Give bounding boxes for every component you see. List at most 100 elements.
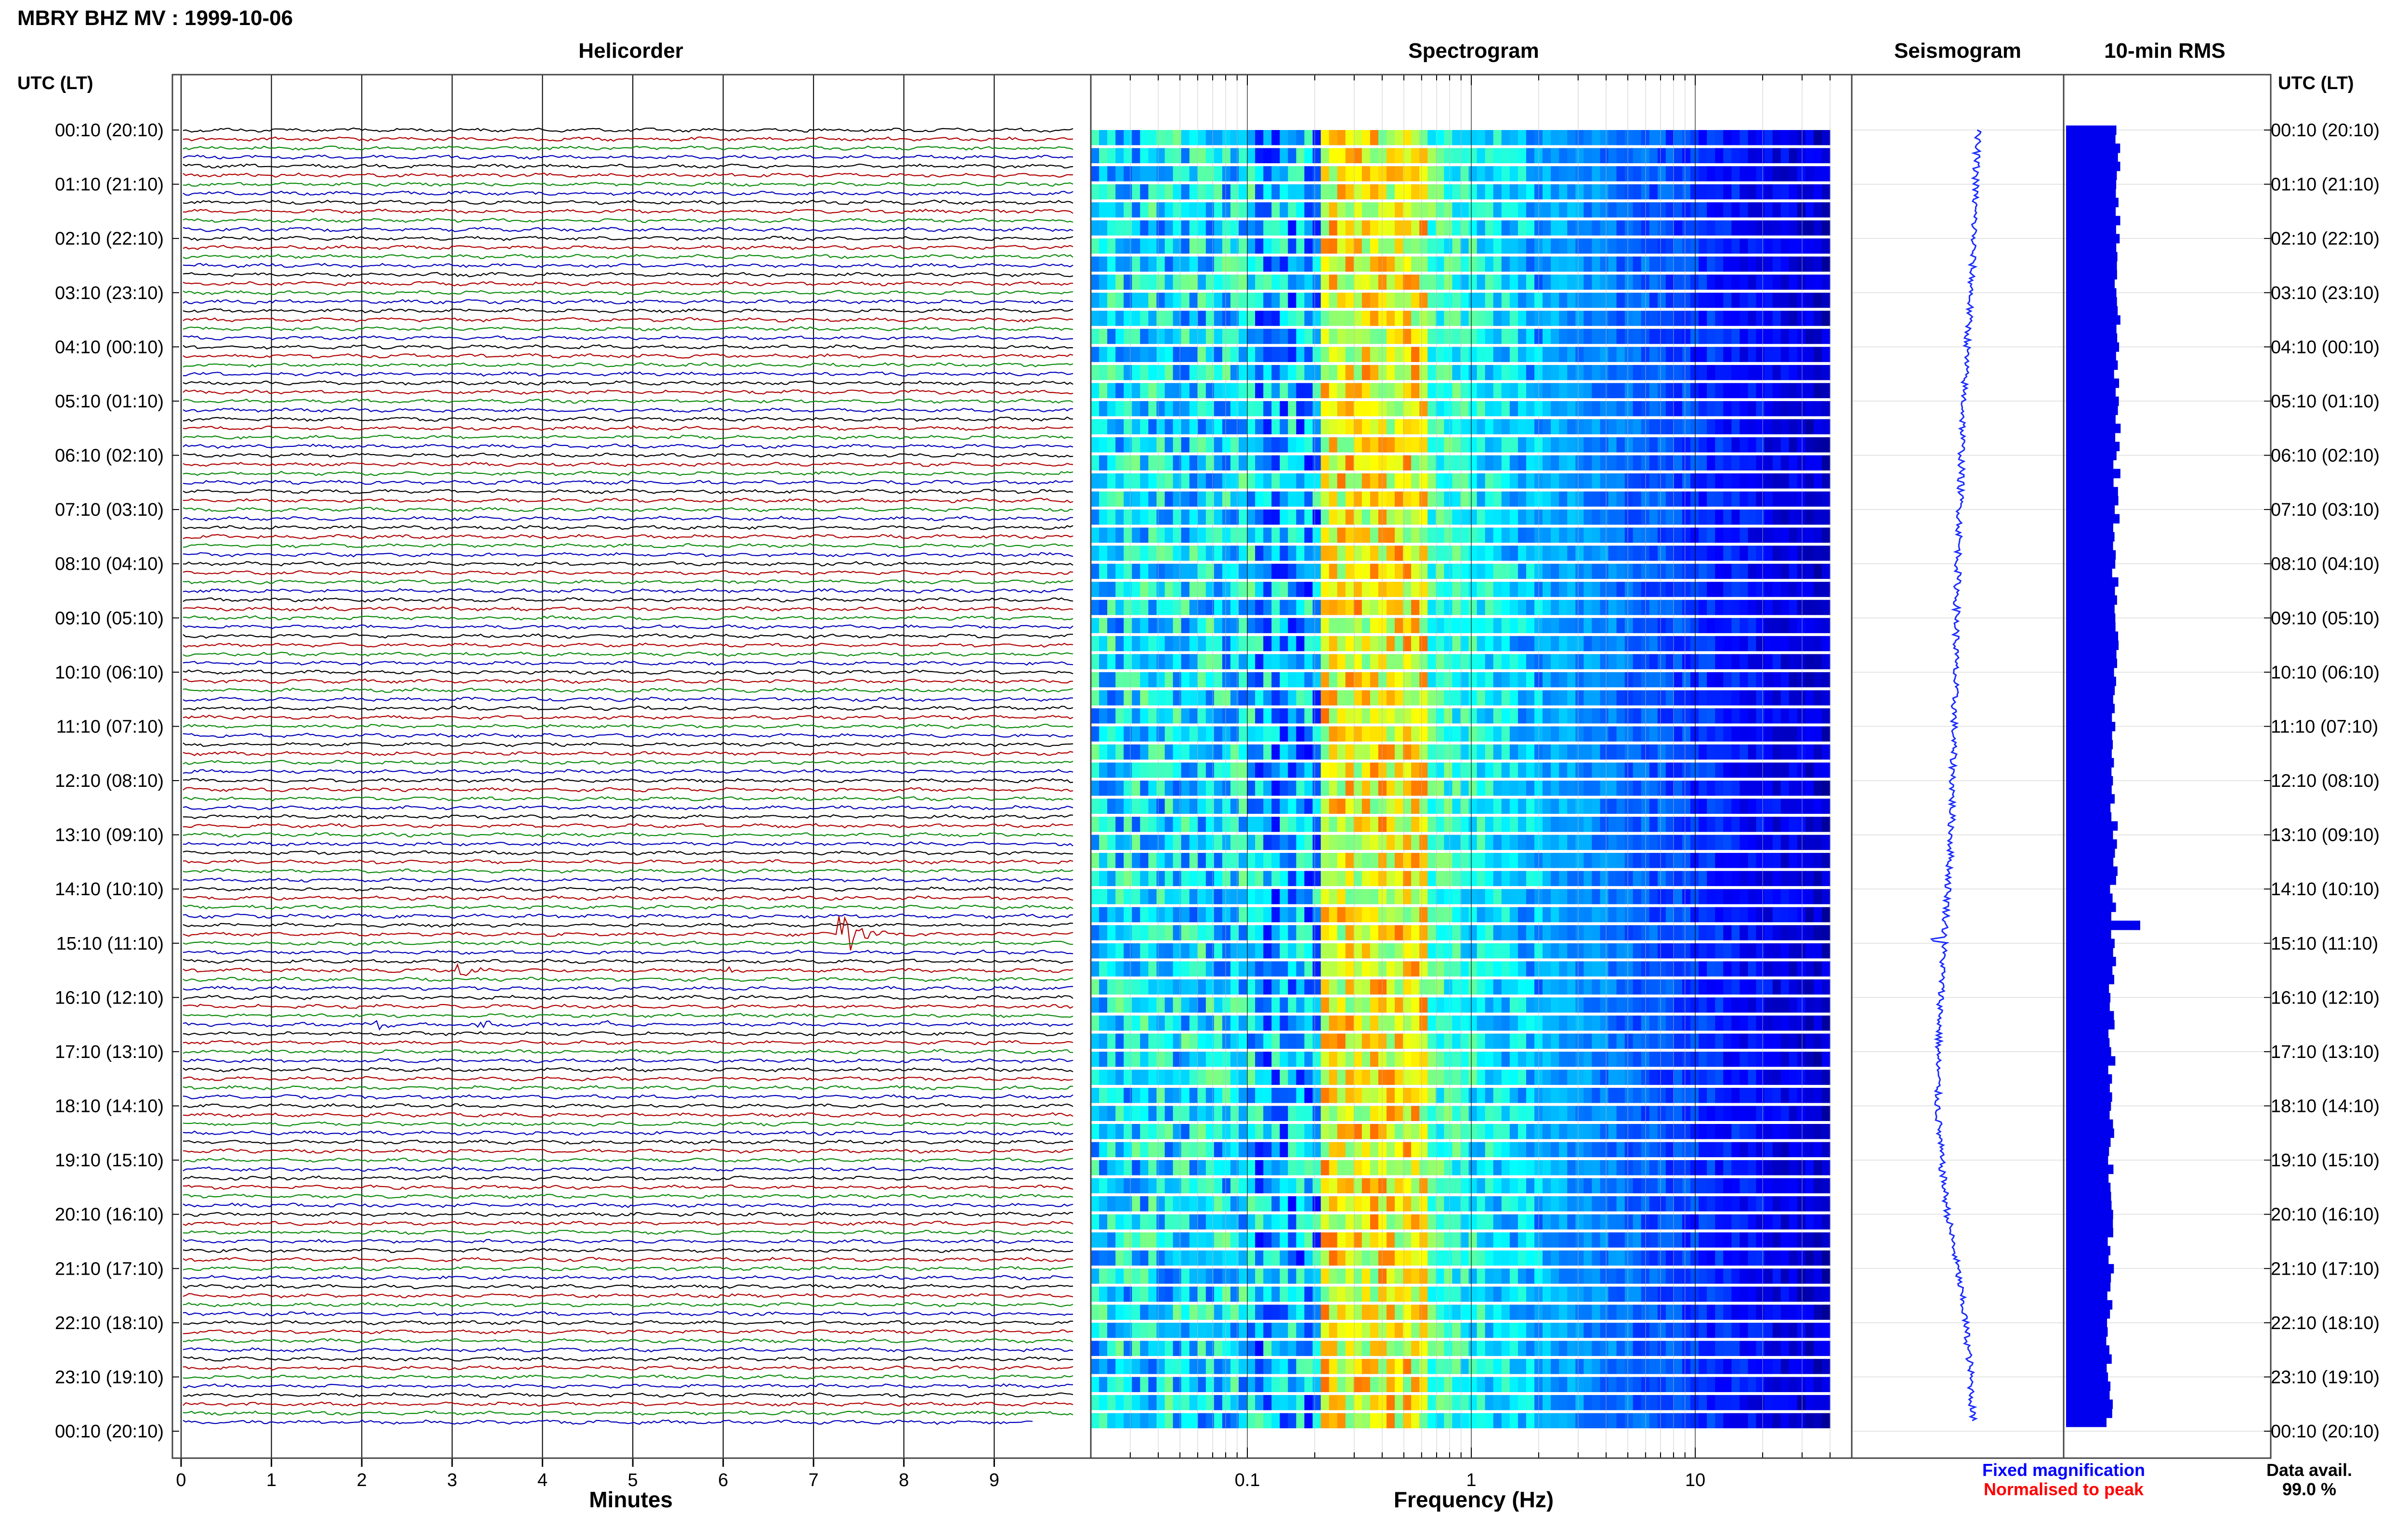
spectrogram-cell xyxy=(1346,961,1354,977)
spectrogram-cell xyxy=(1124,690,1132,705)
spectrogram-cell xyxy=(1600,835,1609,850)
spectrogram-cell xyxy=(1263,238,1272,254)
spectrogram-cell xyxy=(1699,184,1707,200)
spectrogram-cell xyxy=(1222,1070,1231,1085)
spectrogram-cell xyxy=(1551,817,1559,832)
spectrogram-cell xyxy=(1690,708,1699,724)
spectrogram-cell xyxy=(1214,202,1223,218)
spectrogram-cell xyxy=(1165,473,1174,489)
helicorder-trace xyxy=(183,164,1073,169)
spectrogram-cell xyxy=(1806,1033,1814,1049)
spectrogram-cell xyxy=(1206,708,1215,724)
spectrogram-cell xyxy=(1280,997,1288,1013)
spectrogram-cell xyxy=(1806,763,1814,778)
spectrogram-cell xyxy=(1444,763,1453,778)
spectrogram-cell xyxy=(1740,238,1748,254)
helicorder-trace xyxy=(183,1021,1073,1030)
spectrogram-cell xyxy=(1190,690,1198,705)
spectrogram-cell xyxy=(1477,636,1486,652)
spectrogram-cell xyxy=(1674,293,1683,308)
spectrogram-cell xyxy=(1444,744,1453,760)
spectrogram-cell xyxy=(1666,130,1675,145)
spectrogram-cell xyxy=(1625,257,1634,272)
spectrogram-cell xyxy=(1313,238,1322,254)
spectrogram-cell xyxy=(1477,1016,1486,1031)
spectrogram-cell xyxy=(1477,943,1486,959)
spectrogram-cell xyxy=(1609,437,1617,453)
spectrogram-cell xyxy=(1198,799,1206,814)
spectrogram-cell xyxy=(1748,257,1756,272)
spectrogram-cell xyxy=(1699,437,1707,453)
spectrogram-cell xyxy=(1485,925,1494,940)
spectrogram-cell xyxy=(1280,979,1288,995)
spectrogram-cell xyxy=(1148,166,1157,182)
left-time-tick-label: 06:10 (02:10) xyxy=(55,446,164,466)
spectrogram-cell xyxy=(1156,1016,1165,1031)
spectrogram-cell xyxy=(1370,817,1379,832)
spectrogram-cell xyxy=(1419,907,1428,923)
spectrogram-cell xyxy=(1206,221,1215,236)
spectrogram-cell xyxy=(1436,1033,1444,1049)
spectrogram-cell xyxy=(1214,672,1223,688)
spectrogram-cell xyxy=(1099,148,1108,164)
spectrogram-cell xyxy=(1419,202,1428,218)
spectrogram-cell xyxy=(1469,600,1478,615)
spectrogram-cell xyxy=(1115,600,1124,615)
spectrogram-cell xyxy=(1822,690,1831,705)
spectrogram-cell xyxy=(1346,492,1354,507)
spectrogram-cell xyxy=(1230,618,1239,633)
helicorder-trace xyxy=(183,363,1073,367)
spectrogram-cell xyxy=(1526,238,1535,254)
spectrogram-cell xyxy=(1230,1016,1239,1031)
left-time-tick-label: 21:10 (17:10) xyxy=(55,1259,164,1279)
spectrogram-cell xyxy=(1296,961,1305,977)
spectrogram-cell xyxy=(1378,202,1387,218)
spectrogram-cell xyxy=(1124,365,1132,380)
spectrogram-cell xyxy=(1387,311,1395,326)
spectrogram-cell xyxy=(1165,763,1174,778)
spectrogram-cell xyxy=(1255,293,1264,308)
spectrogram-cell xyxy=(1387,473,1395,489)
spectrogram-cell xyxy=(1806,744,1814,760)
spectrogram-cell xyxy=(1649,997,1658,1013)
spectrogram-cell xyxy=(1510,293,1518,308)
spectrogram-cell xyxy=(1477,148,1486,164)
spectrogram-cell xyxy=(1181,708,1190,724)
spectrogram-cell xyxy=(1362,925,1371,940)
spectrogram-cell xyxy=(1806,528,1814,543)
spectrogram-cell xyxy=(1584,907,1592,923)
spectrogram-cell xyxy=(1633,546,1642,561)
spectrogram-cell xyxy=(1674,274,1683,290)
spectrogram-cell xyxy=(1304,1033,1313,1049)
spectrogram-cell xyxy=(1797,690,1806,705)
spectrogram-cell xyxy=(1617,166,1625,182)
spectrogram-cell xyxy=(1765,221,1773,236)
spectrogram-cell xyxy=(1502,943,1510,959)
spectrogram-cell xyxy=(1502,744,1510,760)
spectrogram-cell xyxy=(1427,365,1436,380)
spectrogram-cell xyxy=(1263,166,1272,182)
spectrogram-cell xyxy=(1493,582,1502,597)
spectrogram-cell xyxy=(1773,943,1781,959)
spectrogram-cell xyxy=(1592,166,1600,182)
spectrogram-cell xyxy=(1493,311,1502,326)
spectrogram-cell xyxy=(1797,166,1806,182)
spectrogram-cell xyxy=(1411,148,1420,164)
spectrogram-cell xyxy=(1740,907,1748,923)
right-time-tick-label: 12:10 (08:10) xyxy=(2271,771,2380,791)
spectrogram-cell xyxy=(1682,690,1691,705)
spectrogram-cell xyxy=(1444,274,1453,290)
spectrogram-cell xyxy=(1510,1033,1518,1049)
spectrogram-cell xyxy=(1625,997,1634,1013)
spectrogram-cell xyxy=(1699,1033,1707,1049)
spectrogram-cell xyxy=(1806,419,1814,434)
spectrogram-cell xyxy=(1427,130,1436,145)
spectrogram-cell xyxy=(1255,907,1264,923)
spectrogram-cell xyxy=(1337,184,1346,200)
spectrogram-cell xyxy=(1740,979,1748,995)
spectrogram-cell xyxy=(1600,600,1609,615)
spectrogram-cell xyxy=(1822,817,1831,832)
spectrogram-cell xyxy=(1346,509,1354,525)
spectrogram-cell xyxy=(1132,1070,1140,1085)
